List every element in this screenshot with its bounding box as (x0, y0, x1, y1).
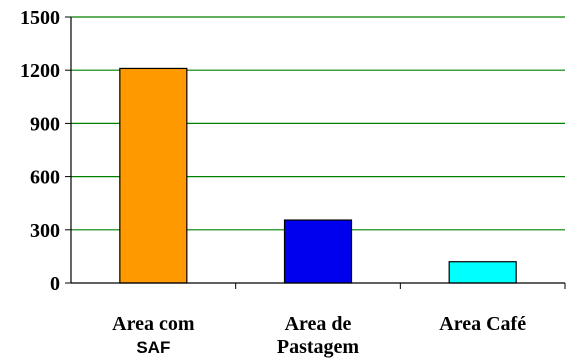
x-category-label-3-line-1: Area Café (439, 313, 526, 335)
bar-3 (448, 261, 517, 284)
x-category-label-2-line-1: Area de (285, 313, 352, 335)
y-tick-label-300: 300 (30, 220, 60, 242)
y-tick-label-0: 0 (50, 273, 60, 295)
bars (119, 67, 517, 284)
bar-2 (283, 219, 353, 284)
bar-1 (119, 67, 188, 284)
y-tick-label-1500: 1500 (20, 7, 60, 29)
y-tick-label-600: 600 (30, 167, 60, 189)
y-tick-label-1200: 1200 (20, 60, 60, 82)
x-category-label-1-line-1: Area com (112, 313, 195, 335)
x-category-label-2-line-2: Pastagem (277, 336, 360, 358)
axes (65, 16, 566, 289)
y-tick-label-900: 900 (30, 113, 60, 135)
x-category-label-1-line-2: SAF (136, 338, 170, 357)
y-tick-labels: 0 300 600 900 1200 1500 (20, 7, 60, 295)
